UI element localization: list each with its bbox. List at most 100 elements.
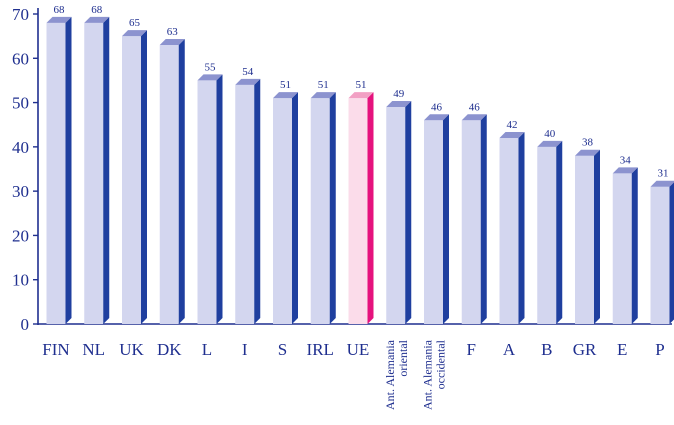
bar bbox=[650, 180, 674, 324]
x-tick-label: UE bbox=[347, 340, 370, 359]
bar-top bbox=[650, 180, 674, 187]
bar-side bbox=[669, 182, 674, 324]
x-tick-label: B bbox=[541, 340, 552, 359]
data-label: 68 bbox=[54, 4, 66, 16]
bar-front bbox=[122, 36, 141, 325]
x-tick-label: GR bbox=[573, 340, 597, 359]
x-tick-label: A bbox=[503, 340, 516, 359]
bar-front bbox=[273, 98, 292, 325]
data-label: 55 bbox=[205, 61, 217, 73]
bar bbox=[197, 74, 223, 324]
labels-layer: 0 10 20 30 40 50 60 70 68 FIN 68 NL 65 UK 63 DK 55 L 54 I 51… bbox=[12, 4, 669, 410]
bar-top bbox=[537, 140, 563, 147]
data-label: 49 bbox=[393, 88, 405, 100]
bar-front bbox=[386, 107, 406, 324]
bar-top bbox=[424, 114, 449, 121]
x-tick-label: UK bbox=[119, 340, 144, 359]
bar-top bbox=[310, 92, 336, 99]
data-label: 65 bbox=[129, 17, 141, 29]
x-tick-label: E bbox=[617, 340, 627, 359]
bar bbox=[273, 92, 298, 325]
bar bbox=[46, 16, 72, 324]
bar-front bbox=[499, 138, 519, 324]
bar-front bbox=[197, 80, 217, 324]
x-tick-label: F bbox=[467, 340, 476, 359]
x-tick-label: FIN bbox=[42, 340, 69, 359]
bar-top bbox=[348, 92, 374, 99]
y-tick-label: 20 bbox=[12, 226, 29, 245]
bar-front bbox=[575, 155, 594, 324]
bar-side bbox=[65, 16, 72, 324]
bar-side bbox=[405, 101, 412, 324]
x-tick-label: DK bbox=[157, 340, 182, 359]
bar bbox=[386, 101, 412, 324]
bar bbox=[84, 16, 110, 324]
bar-top bbox=[386, 101, 412, 107]
x-tick-label: IRL bbox=[307, 340, 334, 359]
bar-front bbox=[235, 84, 255, 324]
bar-side bbox=[367, 92, 374, 325]
bar-front bbox=[650, 186, 670, 324]
y-tick-label: 50 bbox=[12, 94, 29, 113]
bar bbox=[612, 167, 638, 324]
x-tick-label: NL bbox=[82, 340, 105, 359]
bar-front bbox=[461, 120, 481, 325]
bar-top bbox=[235, 78, 261, 85]
y-tick-label: 0 bbox=[21, 315, 30, 334]
bar-side bbox=[254, 78, 261, 324]
data-label: 46 bbox=[431, 101, 443, 113]
bar-top bbox=[499, 132, 525, 138]
bar-side bbox=[480, 114, 487, 325]
bar bbox=[348, 92, 374, 325]
bar-front bbox=[46, 22, 66, 324]
bar-side bbox=[292, 92, 298, 325]
bar-side bbox=[594, 149, 600, 324]
bar-side bbox=[216, 74, 223, 324]
x-tick-label-line: occidental bbox=[434, 339, 448, 389]
bar bbox=[575, 149, 600, 324]
bar-side bbox=[178, 39, 185, 324]
x-tick-label: Ant. Alemaniaoriental bbox=[383, 339, 410, 410]
bar bbox=[461, 114, 487, 325]
data-label: 68 bbox=[91, 4, 103, 16]
bar bbox=[499, 132, 525, 324]
bar bbox=[310, 92, 336, 325]
bar-side bbox=[518, 132, 525, 324]
bar bbox=[424, 114, 449, 325]
bar bbox=[235, 78, 261, 324]
data-label: 51 bbox=[318, 79, 329, 91]
x-tick-label-line: oriental bbox=[396, 339, 410, 376]
x-tick-label: I bbox=[242, 340, 248, 359]
x-tick-label-line: Ant. Alemania bbox=[421, 339, 435, 410]
bar-top bbox=[84, 16, 110, 23]
bar bbox=[537, 140, 563, 324]
y-tick-label: 10 bbox=[12, 271, 29, 290]
data-label: 46 bbox=[469, 101, 481, 113]
bar-side bbox=[631, 167, 638, 324]
bar-top bbox=[461, 114, 487, 121]
bar-side bbox=[443, 114, 449, 325]
bar-side bbox=[329, 92, 336, 325]
bar-front bbox=[612, 173, 632, 324]
x-tick-label: Ant. Alemaniaoccidental bbox=[421, 339, 448, 410]
bar-top bbox=[46, 16, 72, 23]
y-tick-label: 30 bbox=[12, 182, 29, 201]
bar-side bbox=[103, 16, 110, 324]
bar-front bbox=[84, 22, 104, 324]
bar-front bbox=[310, 98, 330, 325]
bar-top bbox=[122, 30, 147, 37]
bar-side bbox=[556, 140, 563, 324]
data-label: 40 bbox=[544, 128, 556, 140]
bar-top bbox=[612, 167, 638, 174]
data-label: 51 bbox=[356, 79, 367, 91]
x-tick-label: L bbox=[202, 340, 212, 359]
x-tick-label: P bbox=[655, 340, 664, 359]
data-label: 38 bbox=[582, 137, 594, 149]
bar-top bbox=[159, 39, 185, 45]
bar bbox=[159, 39, 185, 324]
x-tick-label-line: Ant. Alemania bbox=[383, 339, 397, 410]
data-label: 63 bbox=[167, 26, 179, 38]
bar-front bbox=[424, 120, 443, 325]
data-label: 51 bbox=[280, 79, 291, 91]
